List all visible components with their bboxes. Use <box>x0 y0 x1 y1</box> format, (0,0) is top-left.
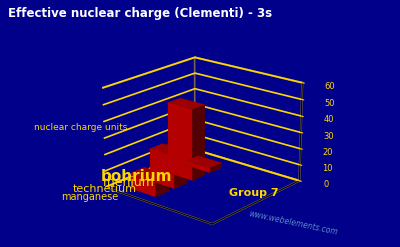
Text: www.webelements.com: www.webelements.com <box>248 209 339 237</box>
Text: Effective nuclear charge (Clementi) - 3s: Effective nuclear charge (Clementi) - 3s <box>8 7 272 21</box>
